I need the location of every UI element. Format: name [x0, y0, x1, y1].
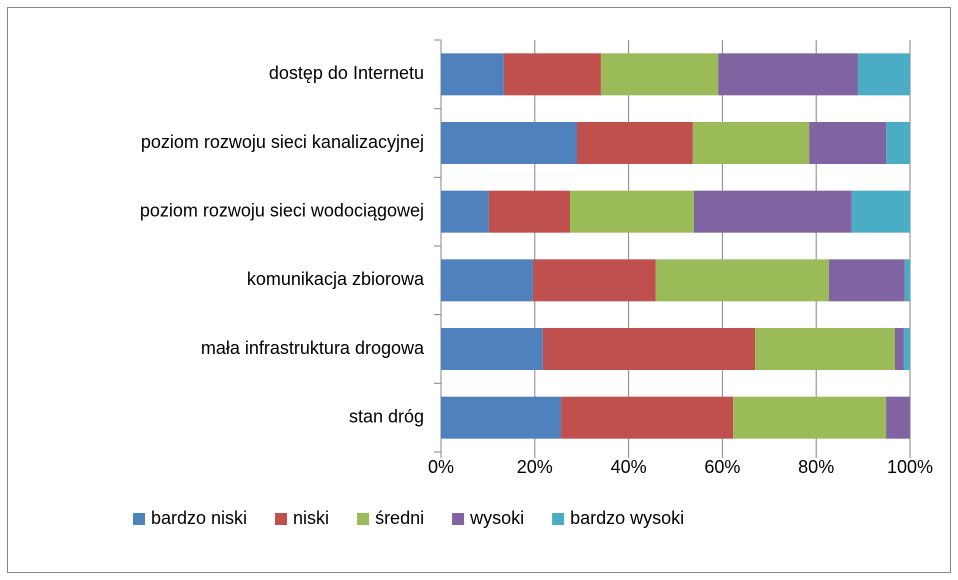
bar-segment	[904, 259, 910, 302]
y-tick-label: dostęp do Internetu	[269, 63, 424, 83]
bar-segment	[857, 53, 910, 96]
y-tick-label: poziom rozwoju sieci kanalizacyjnej	[141, 132, 424, 152]
bar-segment	[569, 190, 694, 233]
bar-segment	[542, 328, 756, 370]
bar-segment	[886, 122, 910, 164]
x-tick-label: 100%	[887, 457, 933, 477]
legend-label: wysoki	[469, 508, 524, 528]
bar-segment	[441, 122, 578, 164]
bar-segment	[532, 259, 656, 302]
bar-segment	[851, 190, 910, 233]
bar-segment	[441, 190, 489, 233]
legend-swatch	[275, 513, 288, 525]
legend-swatch	[357, 513, 370, 525]
bar-segment	[577, 122, 693, 164]
x-tick-label: 40%	[611, 457, 647, 477]
y-tick-label: poziom rozwoju sieci wodociągowej	[140, 200, 424, 220]
legend-label: niski	[293, 508, 329, 528]
legend-label: bardzo niski	[151, 508, 247, 528]
legend-swatch	[452, 513, 465, 525]
x-tick-label: 0%	[428, 457, 454, 477]
bar-segment	[733, 396, 887, 439]
bar-segment	[600, 53, 719, 96]
bar-segment	[655, 259, 829, 302]
bar-segment	[693, 190, 852, 233]
bar-segment	[441, 259, 533, 302]
bar-segment	[755, 328, 895, 370]
bar-segment	[828, 259, 905, 302]
bar-segment	[886, 396, 910, 439]
x-tick-label: 20%	[517, 457, 553, 477]
legend-swatch	[552, 513, 565, 525]
bar-segment	[718, 53, 858, 96]
bar-segment	[894, 328, 904, 370]
y-tick-label: komunikacja zbiorowa	[247, 269, 425, 289]
y-tick-label: mała infrastruktura drogowa	[201, 338, 425, 358]
bar-segment	[503, 53, 601, 96]
bar-segment	[441, 328, 543, 370]
bar-segment	[488, 190, 570, 233]
legend-swatch	[133, 513, 145, 525]
legend-label: bardzo wysoki	[570, 508, 684, 528]
bar-segment	[903, 328, 910, 370]
y-tick-label: stan dróg	[349, 406, 424, 426]
x-tick-label: 60%	[704, 457, 740, 477]
bar-segment	[809, 122, 887, 164]
x-tick-label: 80%	[798, 457, 834, 477]
bar-segment	[561, 396, 734, 439]
bar-segment	[441, 396, 562, 439]
bar-segment	[692, 122, 810, 164]
bar-segment	[441, 53, 504, 96]
legend-label: średni	[375, 508, 424, 528]
